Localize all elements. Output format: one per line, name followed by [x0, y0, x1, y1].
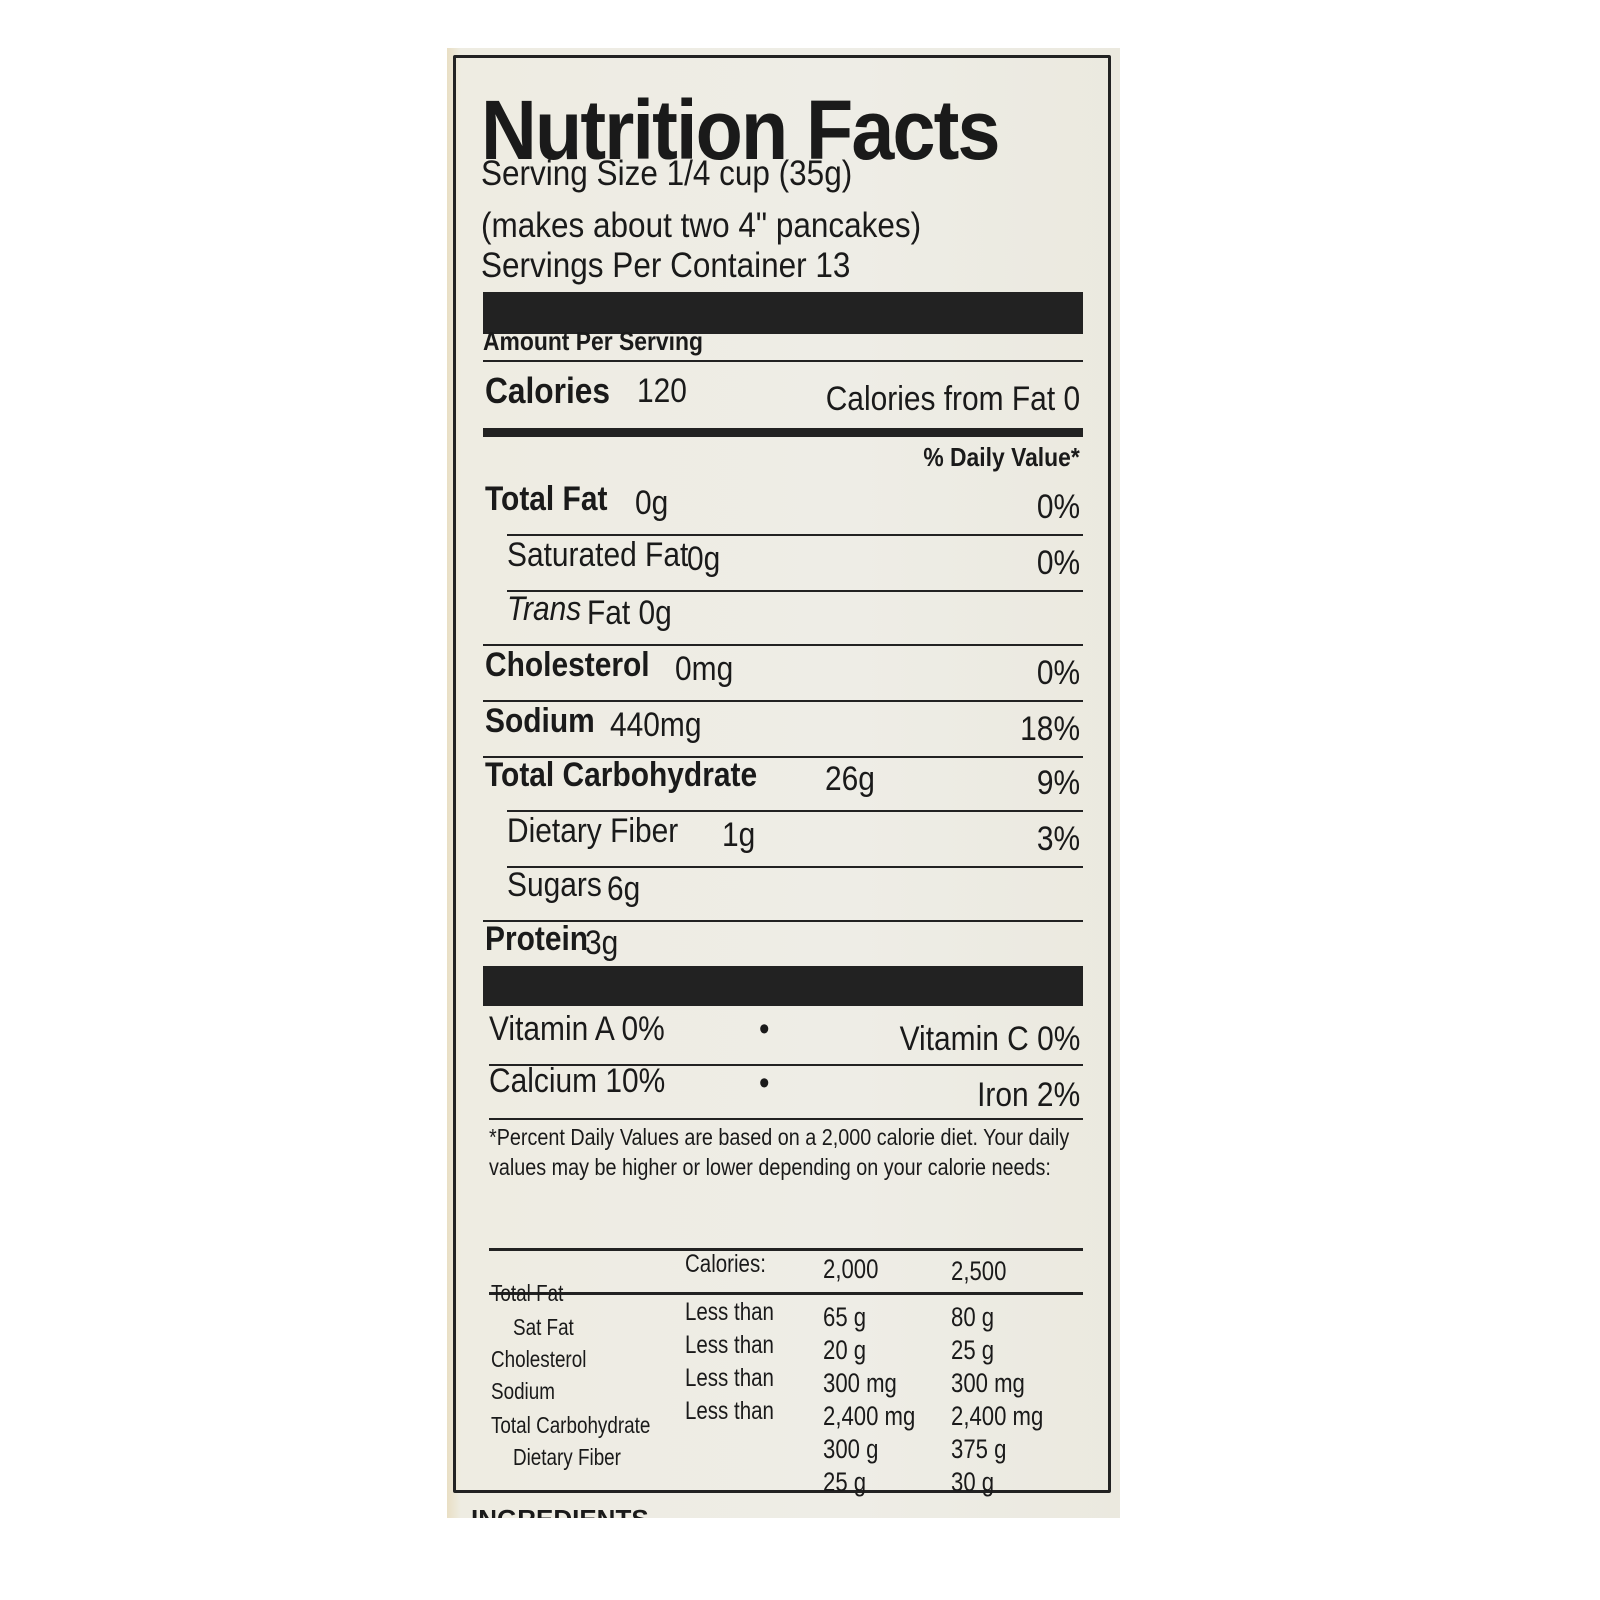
vitamin-c: Vitamin C 0%	[899, 1020, 1080, 1058]
ref-qualifier: Less than	[685, 1364, 774, 1392]
nutrient-label: Total Carbohydrate	[485, 756, 758, 794]
servings-per-container: Servings Per Container 13	[481, 246, 851, 285]
divider	[483, 360, 1083, 362]
thick-divider	[483, 966, 1083, 1006]
label-title: Nutrition Facts	[481, 83, 1001, 177]
nutrient-label: Protein	[485, 920, 589, 958]
calories-value: 120	[637, 372, 687, 410]
nutrient-daily-value: 9%	[1036, 764, 1080, 802]
ref-value-2000: 300 mg	[823, 1368, 897, 1398]
divider	[507, 534, 1083, 536]
calcium: Calcium 10%	[489, 1062, 666, 1100]
divider	[489, 1118, 1083, 1120]
ref-value-2000: 65 g	[823, 1302, 867, 1332]
ref-value-2000: 25 g	[823, 1467, 867, 1497]
ref-nutrient-label: Sat Fat	[513, 1314, 574, 1340]
calories-label: Calories	[485, 370, 611, 411]
ref-qualifier: Less than	[685, 1298, 774, 1326]
divider	[507, 810, 1083, 812]
ref-value-2000: 300 g	[823, 1434, 879, 1464]
nutrient-amount: 0g	[635, 484, 669, 522]
amount-per-serving: Amount Per Serving	[483, 326, 703, 356]
nutrient-amount: 0mg	[675, 650, 734, 688]
divider	[507, 590, 1083, 592]
nutrient-amount: 26g	[825, 760, 875, 798]
nutrient-label: Trans	[507, 590, 582, 628]
ref-header-calories: Calories:	[685, 1250, 766, 1278]
vitamin-a: Vitamin A 0%	[489, 1010, 665, 1048]
calories-from-fat: Calories from Fat 0	[825, 380, 1080, 418]
nutrient-label: Cholesterol	[485, 646, 650, 684]
bullet: •	[759, 1064, 770, 1102]
ref-value-2500: 2,400 mg	[951, 1401, 1044, 1431]
nutrient-daily-value: 0%	[1036, 544, 1080, 582]
ref-value-2000: 2,400 mg	[823, 1401, 916, 1431]
nutrient-amount: Fat 0g	[587, 594, 672, 632]
ref-value-2000: 20 g	[823, 1335, 867, 1365]
nutrient-amount: 6g	[607, 870, 641, 908]
nutrition-label: Nutrition Facts Serving Size 1/4 cup (35…	[447, 48, 1120, 1518]
ref-value-2500: 80 g	[951, 1302, 995, 1332]
nutrient-daily-value: 0%	[1036, 654, 1080, 692]
divider	[489, 1064, 1083, 1066]
nutrient-label: Dietary Fiber	[507, 812, 679, 850]
divider	[483, 700, 1083, 702]
ref-nutrient-label: Sodium	[491, 1378, 555, 1404]
divider	[507, 866, 1083, 868]
daily-value-header: % Daily Value*	[923, 442, 1080, 472]
ref-qualifier: Less than	[685, 1397, 774, 1425]
divider	[489, 1292, 1083, 1295]
ingredients-heading: INGREDIENTS	[471, 1504, 649, 1518]
nutrient-amount: 440mg	[610, 706, 702, 744]
serving-size: Serving Size 1/4 cup (35g)	[481, 154, 853, 193]
ref-qualifier: Less than	[685, 1331, 774, 1359]
medium-divider	[483, 428, 1083, 437]
ref-nutrient-label: Dietary Fiber	[513, 1444, 621, 1470]
divider	[483, 920, 1083, 922]
nutrient-label: Saturated Fat	[507, 536, 689, 574]
footnote: *Percent Daily Values are based on a 2,0…	[489, 1124, 1070, 1180]
serving-note: (makes about two 4" pancakes)	[481, 206, 922, 245]
ref-header-2000: 2,000	[823, 1254, 879, 1284]
nutrient-daily-value: 0%	[1036, 488, 1080, 526]
ref-value-2500: 30 g	[951, 1467, 995, 1497]
ref-header-2500: 2,500	[951, 1256, 1007, 1286]
nutrient-amount: 1g	[722, 816, 756, 854]
bullet: •	[759, 1010, 770, 1048]
nutrient-amount: 0g	[687, 540, 721, 578]
label-border	[453, 55, 1111, 1493]
nutrient-daily-value: 3%	[1036, 820, 1080, 858]
thick-divider	[483, 292, 1083, 334]
nutrient-daily-value: 18%	[1020, 710, 1080, 748]
ref-nutrient-label: Total Fat	[491, 1280, 564, 1306]
ref-value-2500: 25 g	[951, 1335, 995, 1365]
ref-value-2500: 375 g	[951, 1434, 1007, 1464]
divider	[483, 644, 1083, 646]
divider	[489, 1248, 1083, 1251]
nutrient-label: Total Fat	[485, 480, 608, 518]
ref-nutrient-label: Total Carbohydrate	[491, 1412, 651, 1438]
divider	[483, 756, 1083, 758]
nutrient-label: Sugars	[507, 866, 602, 904]
iron: Iron 2%	[976, 1076, 1080, 1114]
ref-value-2500: 300 mg	[951, 1368, 1025, 1398]
nutrient-label: Sodium	[485, 702, 595, 740]
nutrient-amount: 3g	[585, 924, 619, 962]
ref-nutrient-label: Cholesterol	[491, 1346, 587, 1372]
